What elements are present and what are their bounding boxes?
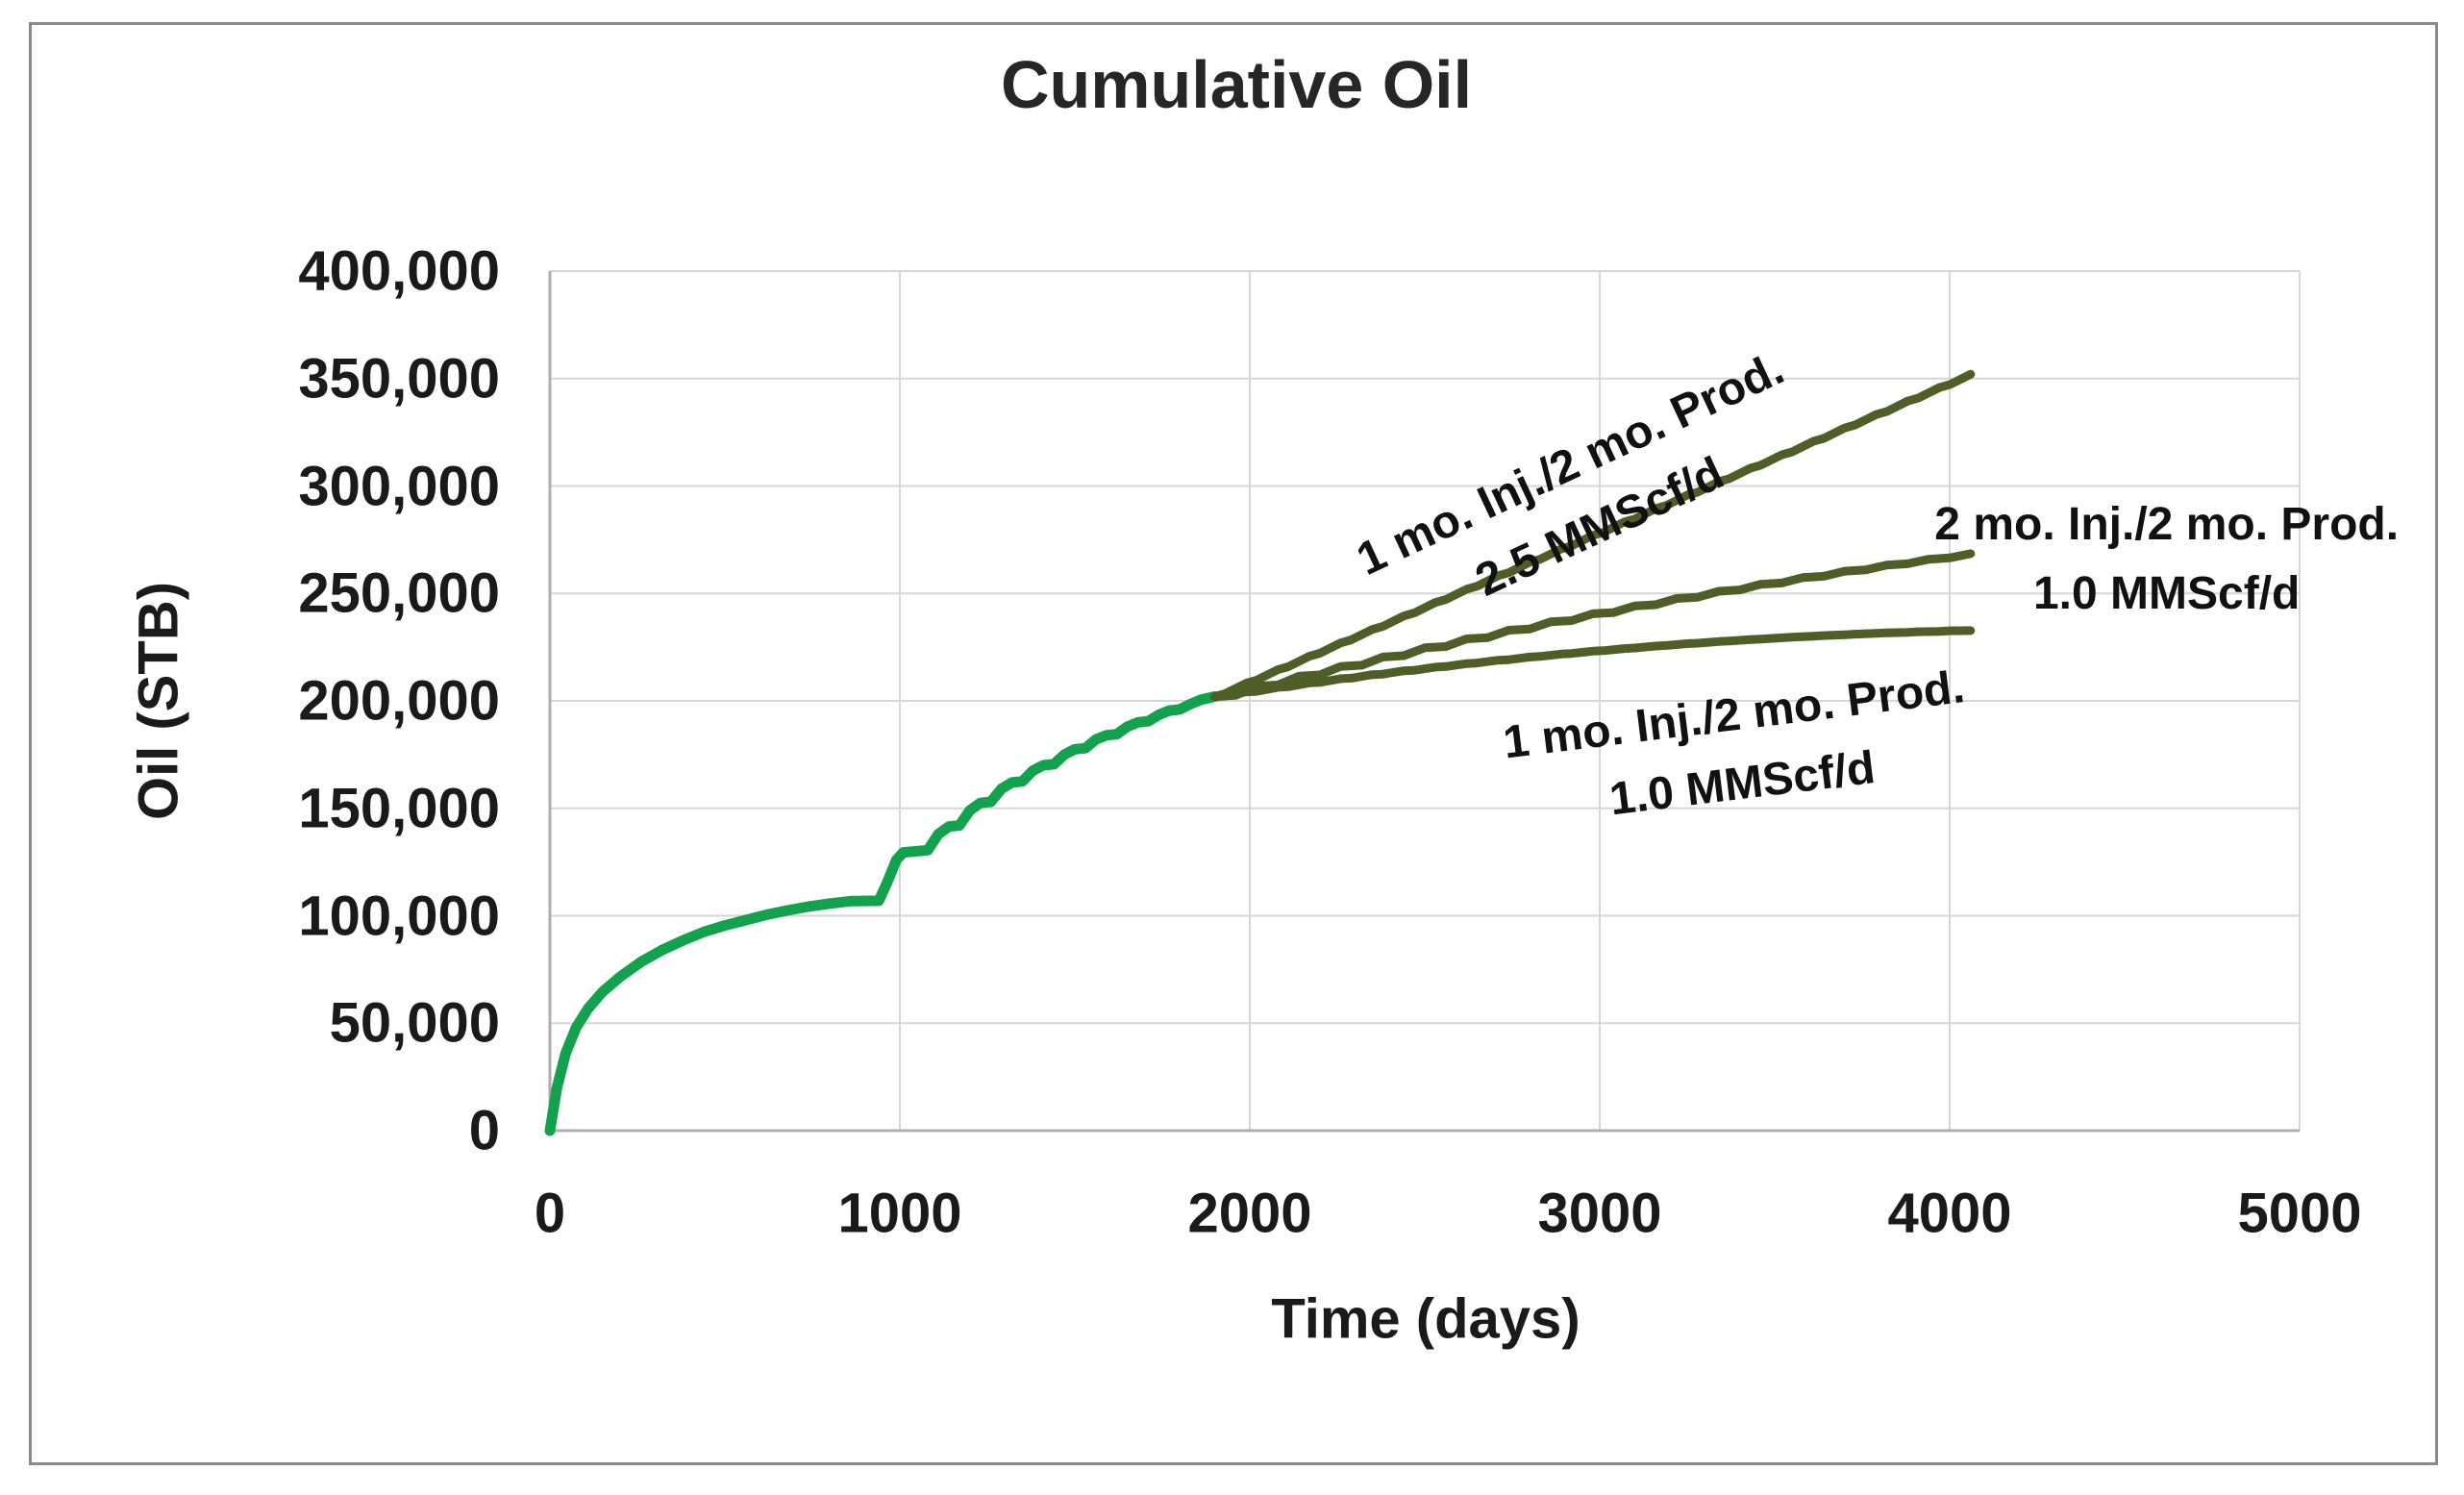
axis-lines <box>548 271 2300 1133</box>
series-line-3 <box>1210 626 1976 701</box>
y-tick-label: 100,000 <box>298 885 500 947</box>
y-tick-label: 350,000 <box>298 347 500 411</box>
series-line-2 <box>1210 549 1976 701</box>
series-line-1 <box>1210 369 1976 701</box>
gridlines <box>549 270 2301 1132</box>
series-line-0 <box>544 691 1221 1136</box>
y-tick-label: 250,000 <box>298 561 500 625</box>
annotation-line: 1.0 MMScf/d <box>2032 567 2301 619</box>
y-tick-label: 300,000 <box>298 455 500 517</box>
annotation-line: 2 mo. Inj./2 mo. Prod. <box>1934 498 2400 550</box>
x-tick-label: 3000 <box>1537 1182 1662 1245</box>
y-tick-label: 150,000 <box>298 777 500 840</box>
x-axis-title: Time (days) <box>1271 1287 1580 1351</box>
y-tick-label: 50,000 <box>329 991 500 1055</box>
series-lines <box>544 369 1976 1136</box>
y-tick-label: 200,000 <box>298 669 500 733</box>
chart-border <box>29 22 2438 1465</box>
x-tick-label: 1000 <box>837 1182 962 1245</box>
y-tick-label: 0 <box>468 1099 500 1162</box>
chart-title: Cumulative Oil <box>1000 47 1473 122</box>
x-tick-label: 5000 <box>2237 1182 2362 1245</box>
x-tick-label: 2000 <box>1187 1182 1312 1245</box>
x-tick-label: 4000 <box>1887 1182 2012 1245</box>
y-tick-label: 400,000 <box>298 239 500 303</box>
annotation-label: 2 mo. Inj./2 mo. Prod. 1.0 MMScf/d <box>1934 490 2399 629</box>
x-tick-label: 0 <box>534 1182 566 1245</box>
